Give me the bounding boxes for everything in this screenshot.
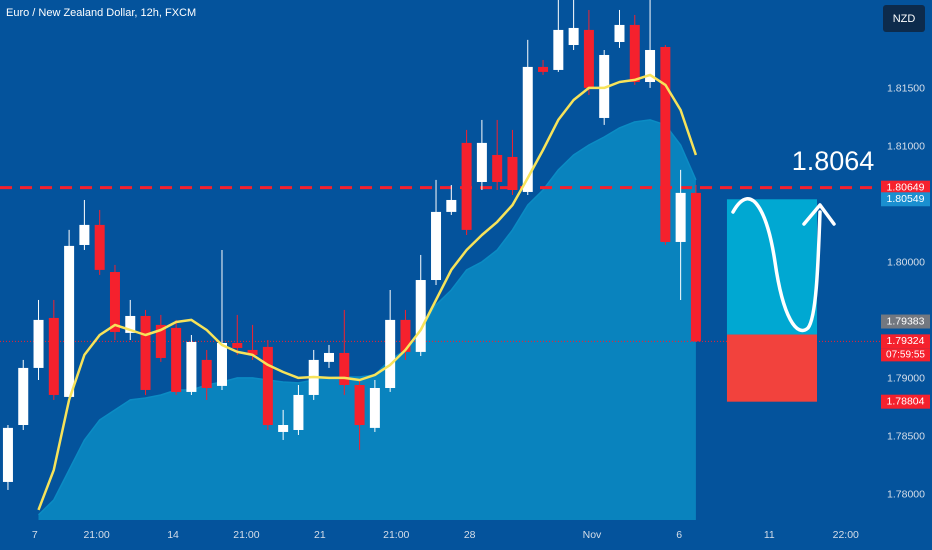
line-layer: [37, 73, 698, 511]
candle-body: [492, 154, 503, 182]
annotation: 1.8064: [792, 146, 875, 176]
candle-body: [476, 142, 487, 182]
target-tag-label: 1.80549: [887, 193, 925, 205]
resistance-tag-label: 1.80649: [887, 181, 925, 193]
candle-body: [446, 199, 457, 212]
y-tick-label: 1.78000: [887, 489, 925, 501]
x-tick-label: Nov: [583, 529, 602, 541]
entry-tag-label: 1.79383: [887, 315, 925, 327]
area-fill: [38, 119, 696, 521]
y-tick-label: 1.81500: [887, 83, 925, 95]
currency-label[interactable]: NZD: [893, 13, 916, 25]
countdown-label: 07:59:55: [886, 350, 925, 361]
candle-body: [538, 66, 549, 72]
candle-body: [278, 425, 289, 432]
candle-body: [369, 387, 380, 428]
candle-body: [599, 54, 610, 118]
candle-body: [2, 427, 13, 482]
candle-body: [232, 342, 243, 348]
candle-body: [660, 46, 671, 242]
candle-body: [522, 66, 533, 192]
candle-body: [171, 327, 182, 392]
candle-body: [568, 27, 579, 46]
last-price-tag: [881, 334, 930, 349]
x-tick-label: 7: [32, 529, 38, 541]
candle-body: [690, 192, 701, 342]
candle-body: [18, 367, 29, 426]
x-tick-label: 6: [676, 529, 682, 541]
stop-tag-label: 1.78804: [887, 395, 925, 407]
y-tick-label: 1.80000: [887, 257, 925, 269]
countdown-tag: [881, 348, 930, 362]
candle-body: [645, 49, 656, 83]
candle-body: [140, 315, 151, 390]
candle-body: [385, 319, 396, 388]
candle-body: [293, 394, 304, 430]
candle-body: [339, 352, 350, 385]
area-layer: [37, 119, 697, 521]
candle-body: [583, 29, 594, 88]
candle-body: [461, 142, 472, 230]
levels-layer: [0, 186, 880, 342]
x-tick-label: 11: [764, 529, 775, 541]
projection-arrowhead: [802, 203, 836, 226]
x-tick-label: 28: [464, 529, 476, 541]
candle-body: [109, 272, 120, 332]
y-tick-label: 1.78500: [887, 431, 925, 443]
candle-body: [79, 224, 90, 245]
candle-body: [431, 211, 442, 281]
y-tick-label: 1.81000: [887, 141, 925, 153]
resistance-tag: [881, 180, 930, 195]
entry-tag: [881, 314, 930, 329]
candle-body: [675, 192, 686, 242]
position-layer: [726, 199, 818, 402]
x-tick-label: 22:00: [833, 529, 859, 541]
candle-body: [64, 245, 75, 397]
candle-body: [354, 384, 365, 426]
candle-body: [216, 342, 227, 386]
candle-body: [324, 352, 335, 362]
y-tick-label: 1.79000: [887, 373, 925, 385]
x-tick-label: 21:00: [233, 529, 259, 541]
candle-body: [507, 156, 518, 190]
stop-tag: [881, 394, 930, 409]
loss-zone: [726, 334, 818, 402]
moving-average: [37, 73, 698, 511]
candle-body: [201, 359, 212, 388]
x-tick-label: 21:00: [383, 529, 409, 541]
candle-body: [155, 324, 166, 358]
axis-layer: 1.78000 1.78500 1.79000 1.80000 1.81000 1.815…: [32, 83, 930, 541]
candle-body: [48, 317, 59, 395]
candle-body: [186, 341, 197, 392]
candle-body: [400, 319, 411, 352]
profit-zone: [726, 199, 818, 335]
candle-body: [125, 315, 136, 333]
candle-body: [553, 29, 564, 70]
candle-body: [415, 280, 426, 352]
candle-body: [629, 24, 640, 83]
target-tag: [881, 192, 930, 207]
area-line: [37, 119, 697, 516]
projection-curve: [731, 197, 822, 333]
chart-title: Euro / New Zealand Dollar, 12h, FXCM: [6, 7, 196, 19]
candle-body: [33, 319, 44, 368]
candle-body: [247, 349, 258, 355]
candle-body: [614, 24, 625, 42]
candles-layer: [2, 0, 701, 490]
last-price-tag-label: 1.79324: [887, 335, 925, 347]
currency-button[interactable]: [883, 5, 925, 32]
x-tick-label: 14: [167, 529, 179, 541]
x-tick-label: 21: [314, 529, 326, 541]
candle-body: [262, 346, 273, 426]
x-tick-label: 21:00: [83, 529, 109, 541]
candle-body: [94, 224, 105, 270]
